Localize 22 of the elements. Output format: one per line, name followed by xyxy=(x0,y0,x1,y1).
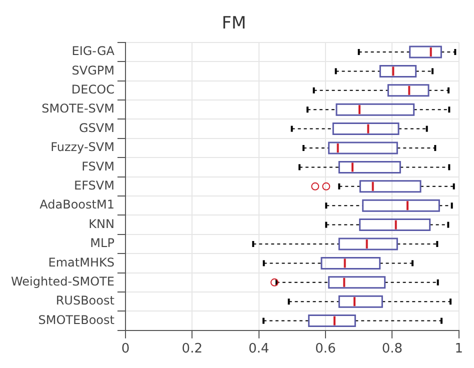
y-tick-label: SMOTEBoost xyxy=(38,312,115,327)
y-tick-label: SVGPM xyxy=(72,63,114,78)
x-tick-label: 1 xyxy=(454,342,464,357)
chart-title: FM xyxy=(222,14,246,34)
y-tick-label: RUSBoost xyxy=(56,294,115,308)
y-tick-label: KNN xyxy=(88,216,114,231)
y-tick-label: MLP xyxy=(90,236,114,250)
y-tick-label: Weighted-SMOTE xyxy=(10,274,114,289)
y-tick-label: Fuzzy-SVM xyxy=(50,140,114,154)
y-tick-label: EIG-GA xyxy=(72,44,116,58)
y-tick-label: EFSVM xyxy=(74,178,114,193)
x-tick-label: 0 xyxy=(121,342,130,357)
y-tick-label: FSVM xyxy=(82,159,114,174)
y-tick-label: SMOTE-SVM xyxy=(42,102,114,116)
y-tick-label: EmatMHKS xyxy=(48,255,114,270)
x-tick-label: 0.6 xyxy=(315,342,336,357)
y-tick-label: AdaBoostM1 xyxy=(40,198,114,212)
y-tick-label: GSVM xyxy=(78,120,114,135)
x-tick-label: 0.2 xyxy=(182,342,202,357)
x-tick-label: 0.8 xyxy=(382,342,403,357)
y-tick-label: DECOC xyxy=(71,82,114,97)
x-tick-label: 0.4 xyxy=(248,342,270,357)
